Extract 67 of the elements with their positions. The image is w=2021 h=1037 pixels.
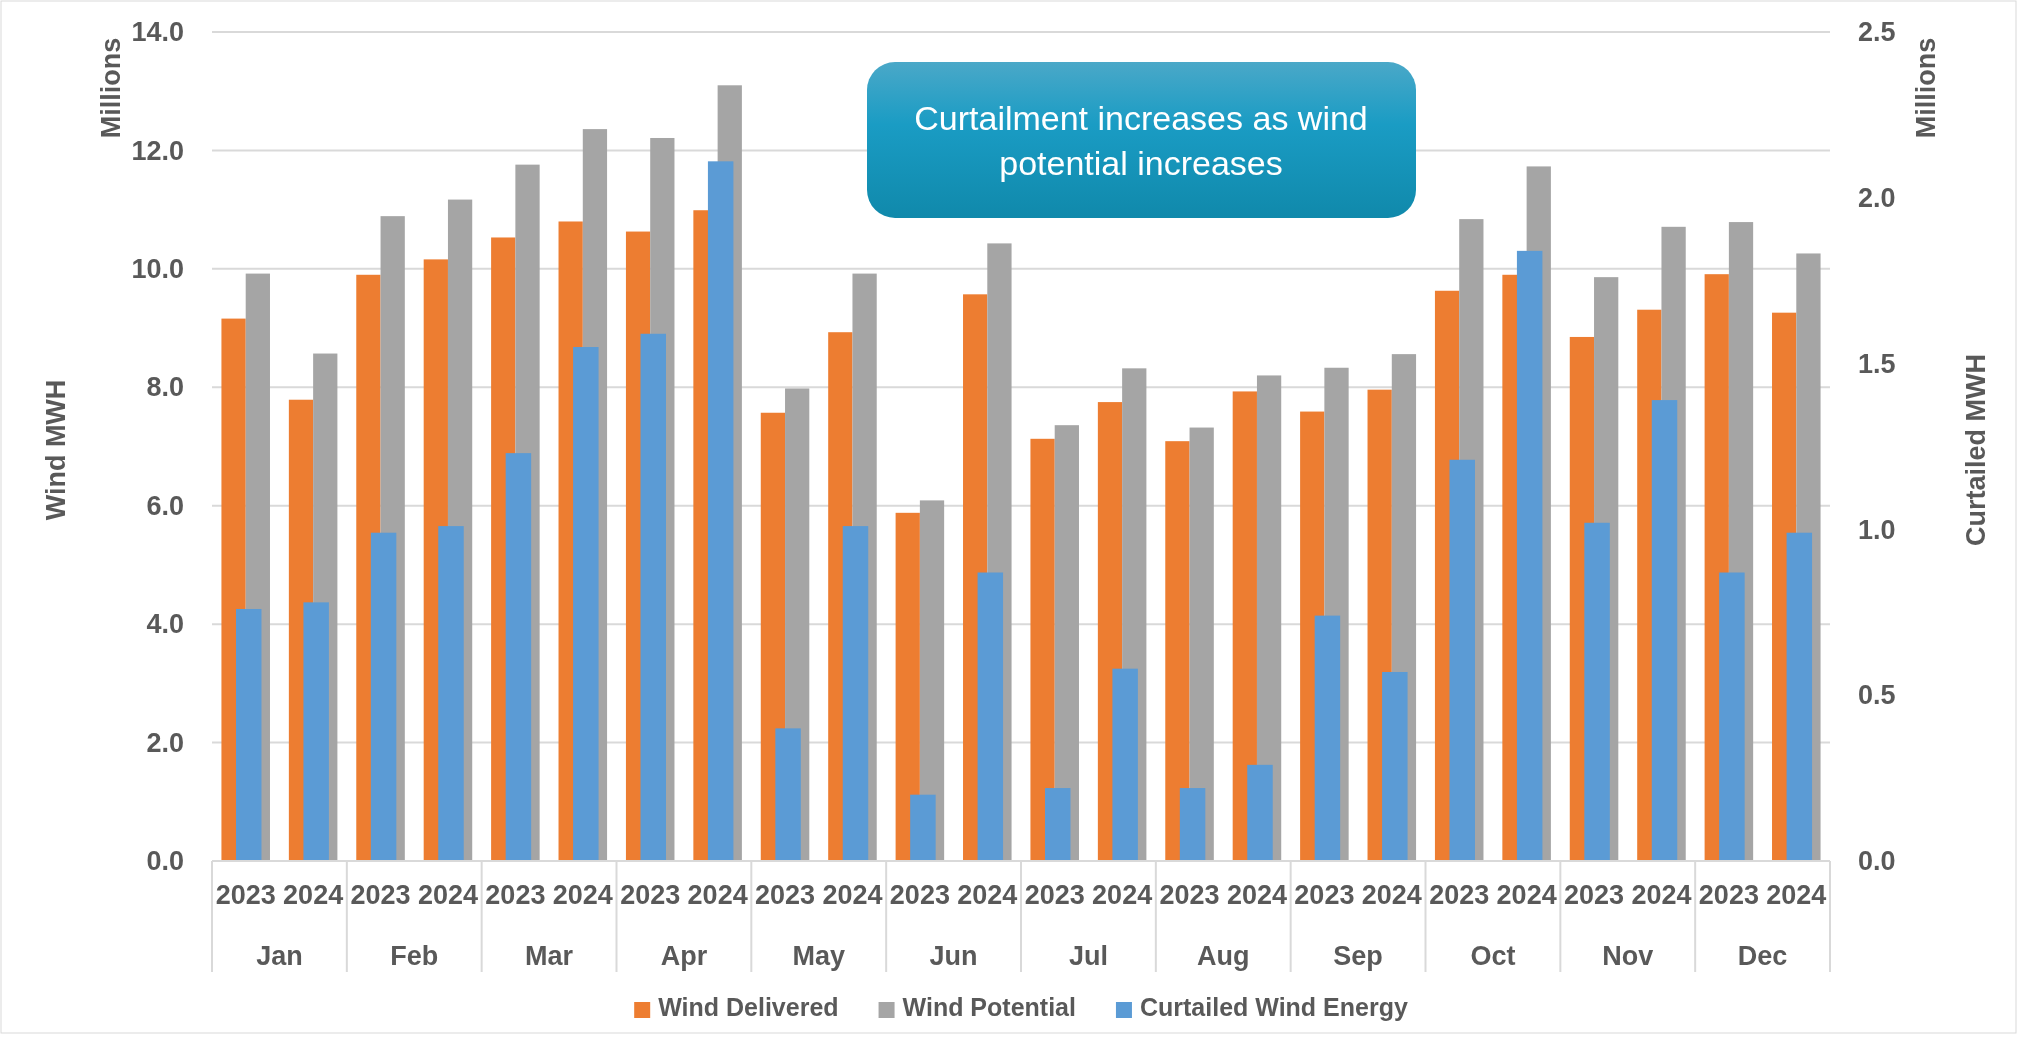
y-tick-label: 2.0 — [146, 727, 184, 758]
x-tick-label: 2023 — [215, 880, 276, 911]
bar — [1030, 438, 1055, 861]
y2-tick-label: 0.5 — [1858, 680, 1896, 711]
legend-label: Curtailed Wind Energy — [1139, 993, 1408, 1021]
x-tick-label: 2023 — [1564, 880, 1625, 911]
y-tick-label: 14.0 — [131, 17, 184, 48]
x-tick-label: 2023 — [350, 880, 411, 911]
text: Millions — [96, 37, 126, 139]
y-axis-title: Wind MWH — [41, 379, 71, 521]
y-tick-label: 10.0 — [131, 254, 184, 284]
text: Apr — [660, 941, 708, 971]
bar — [1247, 764, 1273, 861]
y2-axis-title: Curtailed MWH — [1961, 354, 1991, 546]
bar — [1179, 788, 1206, 861]
text: Aug — [1197, 941, 1250, 971]
text: Oct — [1470, 941, 1516, 971]
legend-label: Wind Potential — [902, 993, 1076, 1021]
x-tick-label: 2023 — [1294, 880, 1355, 911]
x-tick-label: 2024 — [283, 880, 344, 911]
x-tick-label: 2024 — [1092, 880, 1153, 911]
text: Jul — [1068, 941, 1108, 971]
x-tick-label: 2024 — [1496, 880, 1557, 911]
y-tick-label: 8.0 — [146, 372, 184, 403]
text: Dec — [1737, 941, 1788, 971]
y-tick-label: 12.0 — [131, 135, 184, 166]
y-tick-label: 6.0 — [146, 490, 184, 521]
annotation: Curtailment increases as wind potential increases — [914, 99, 1368, 182]
x-tick-label: 2024 — [1226, 880, 1287, 911]
x-tick-label: 2023 — [889, 880, 950, 911]
y2-tick-label: 2.5 — [1858, 17, 1896, 48]
x-tick-label: 2024 — [957, 880, 1018, 911]
bar — [1232, 391, 1257, 861]
text: Feb — [390, 941, 439, 971]
y2-tick-label: 1.5 — [1858, 348, 1896, 379]
y-tick-label: 0.0 — [146, 846, 184, 877]
bar — [775, 728, 801, 861]
x-tick-label: 2024 — [687, 880, 748, 911]
y2-tick-label: 2.0 — [1858, 182, 1896, 213]
x-tick-label: 2024 — [417, 880, 478, 911]
x-tick-label: 2023 — [485, 880, 546, 911]
legend-label: Wind Delivered — [658, 993, 839, 1021]
x-tick-label: 2023 — [755, 880, 816, 911]
text: Jan — [256, 941, 303, 971]
x-tick-label: 2024 — [822, 880, 883, 911]
x-tick-label: 2024 — [552, 880, 613, 911]
x-tick-label: 2023 — [1698, 880, 1759, 911]
x-tick-label: 2024 — [1361, 880, 1422, 911]
text: Jun — [929, 941, 978, 971]
bar — [910, 794, 936, 861]
x-tick-label: 2023 — [1429, 880, 1490, 911]
bar — [1045, 788, 1071, 861]
text: Sep — [1333, 941, 1383, 971]
x-tick-label: 2023 — [620, 880, 681, 911]
text: May — [792, 941, 846, 971]
text: Millions — [1911, 37, 1941, 139]
bar — [895, 512, 920, 861]
y-tick-label: 4.0 — [146, 609, 184, 640]
x-tick-label: 2024 — [1766, 880, 1827, 911]
x-tick-label: 2024 — [1631, 880, 1692, 911]
bar — [1165, 441, 1190, 861]
text: Nov — [1602, 941, 1654, 971]
x-tick-label: 2023 — [1024, 880, 1085, 911]
x-tick-label: 2023 — [1159, 880, 1220, 911]
text: Mar — [525, 941, 574, 971]
y2-tick-label: 1.0 — [1858, 514, 1896, 545]
y2-tick-label: 0.0 — [1858, 846, 1896, 877]
